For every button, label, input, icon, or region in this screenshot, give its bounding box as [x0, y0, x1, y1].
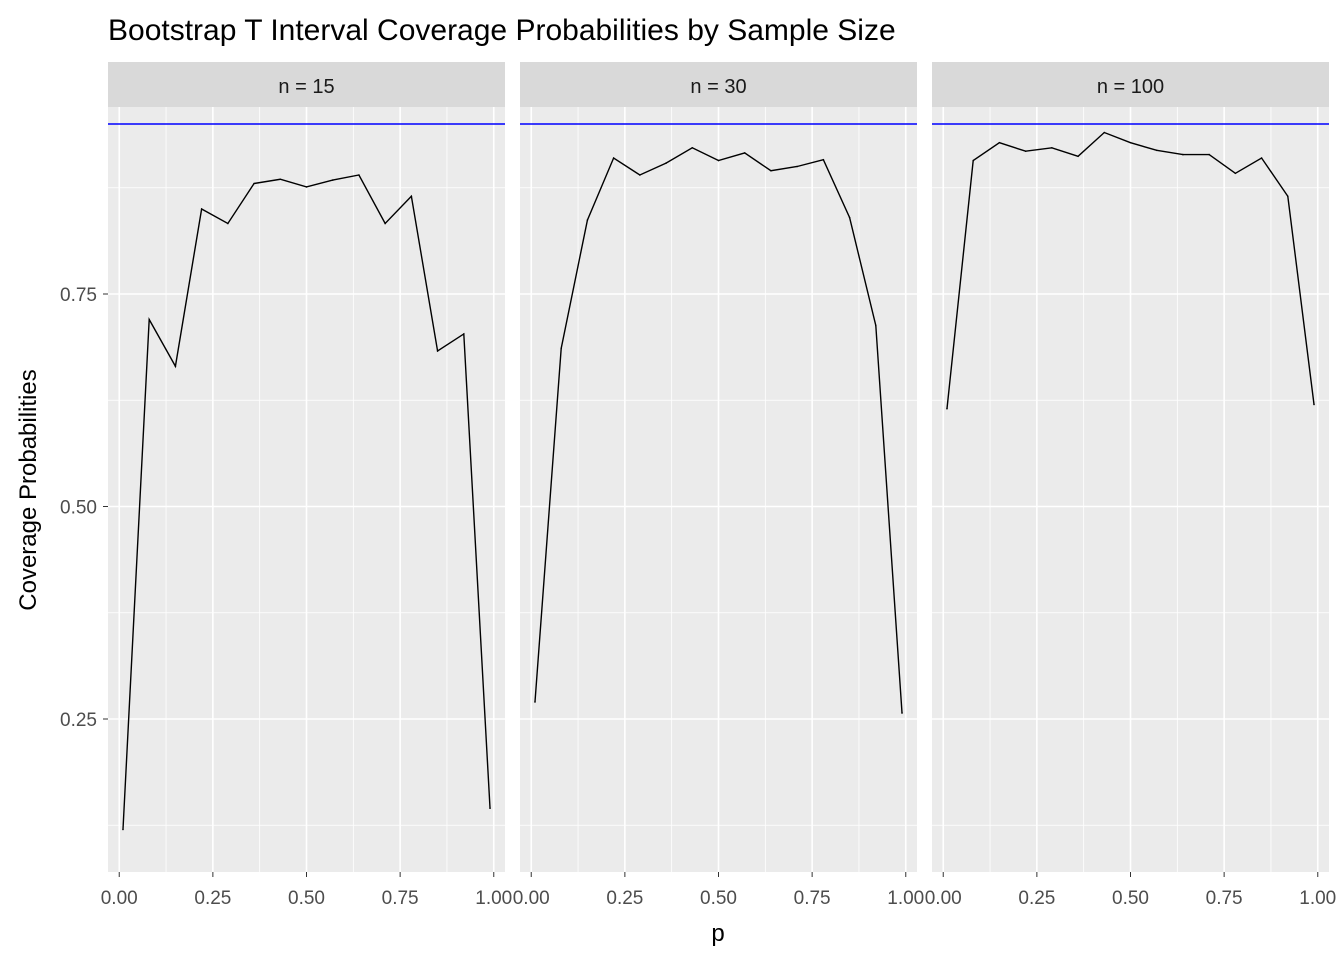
data-point [1287, 195, 1289, 198]
data-point [560, 347, 562, 350]
data-point [946, 407, 948, 410]
y-axis-title: Coverage Probabilities [15, 369, 42, 610]
data-point [822, 158, 825, 161]
data-point [1024, 150, 1027, 152]
data-point [1129, 141, 1132, 144]
x-tick-label: 1.00 [1299, 888, 1336, 909]
data-point [463, 333, 465, 335]
facet-panel-2: n = 30 0.00 0.25 0.50 0.75 1.00 [513, 62, 924, 909]
data-point [148, 318, 150, 321]
data-point [305, 186, 308, 188]
facet-strip [932, 62, 1329, 107]
data-point [410, 195, 413, 198]
data-point [972, 159, 974, 162]
y-tick-label: 0.25 [60, 710, 97, 731]
y-tick-label: 0.50 [60, 498, 97, 519]
data-point [436, 350, 439, 352]
data-point [796, 165, 798, 168]
data-point [665, 162, 667, 164]
x-tick-label: 0.00 [101, 888, 138, 909]
data-point [717, 159, 720, 162]
x-tick-label: 0.00 [513, 888, 550, 909]
x-tick-label: 1.00 [887, 888, 924, 909]
data-point [200, 208, 203, 210]
facet-strip-label: n = 100 [1097, 76, 1164, 98]
data-point [253, 182, 255, 185]
x-tick-label: 0.00 [925, 888, 962, 909]
data-point [901, 712, 903, 714]
facet-strip [108, 62, 505, 107]
x-tick-label: 0.50 [288, 888, 325, 909]
data-point [174, 365, 177, 368]
data-point [743, 152, 746, 154]
x-tick-label: 0.50 [700, 888, 737, 909]
data-point [1051, 147, 1053, 149]
y-tick-label: 0.75 [60, 285, 97, 306]
data-point [1234, 172, 1237, 175]
data-point [875, 324, 877, 327]
data-point [358, 174, 360, 176]
data-point [998, 141, 1001, 144]
x-tick-label: 0.75 [382, 888, 419, 909]
data-point [848, 216, 851, 219]
data-point [1208, 153, 1210, 156]
facet-strip-label: n = 30 [690, 76, 746, 98]
data-point [489, 807, 491, 810]
data-point [534, 701, 536, 703]
chart-title: Bootstrap T Interval Coverage Probabilit… [108, 14, 896, 47]
x-axis-title: p [711, 920, 724, 947]
data-point [770, 169, 772, 172]
x-tick-label: 1.00 [475, 888, 512, 909]
data-point [1182, 153, 1184, 156]
data-point [384, 222, 386, 225]
data-point [1077, 155, 1079, 158]
data-point [1103, 131, 1106, 134]
data-point [279, 178, 282, 181]
data-point [331, 179, 334, 181]
facet-strip-label: n = 15 [278, 76, 334, 98]
facet-panel-3: n = 100 0.00 0.25 0.50 0.75 1.00 [925, 62, 1336, 909]
x-tick-label: 0.25 [194, 888, 231, 909]
data-point [586, 219, 589, 221]
x-tick-label: 0.75 [1206, 888, 1243, 909]
data-point [612, 157, 615, 159]
facets-layer: 0.250.500.75n = 150.00 0.25 0.50 0.75 1.00n … [60, 62, 1336, 909]
facet-strip [520, 62, 917, 107]
facet-panel-1: n = 15 0.00 0.25 0.50 0.75 1.00 [101, 62, 512, 909]
x-tick-label: 0.25 [606, 888, 643, 909]
x-tick-label: 0.75 [794, 888, 831, 909]
data-point [1313, 403, 1315, 406]
data-point [691, 147, 694, 149]
data-point [639, 174, 641, 176]
data-point [1260, 157, 1263, 159]
x-tick-label: 0.25 [1018, 888, 1055, 909]
data-point [122, 828, 124, 831]
data-point [227, 222, 229, 225]
data-point [1155, 149, 1158, 152]
x-tick-label: 0.50 [1112, 888, 1149, 909]
